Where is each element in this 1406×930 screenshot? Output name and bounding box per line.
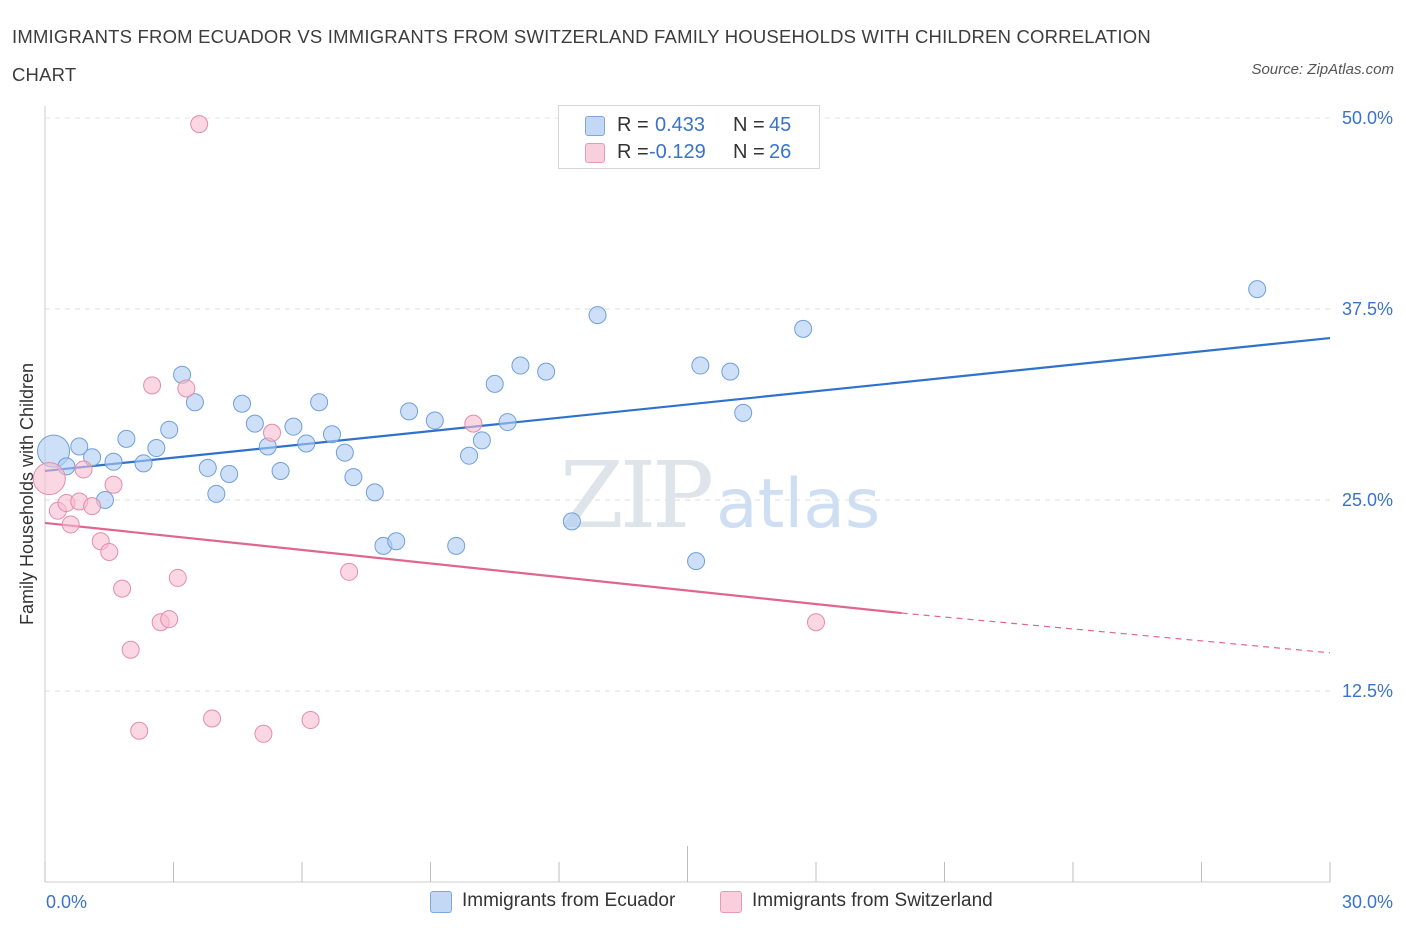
point-series-0 xyxy=(335,443,354,462)
x-tick-label: 30.0% xyxy=(1342,892,1393,912)
point-series-1 xyxy=(130,721,149,740)
point-series-0 xyxy=(271,461,290,480)
point-series-1 xyxy=(100,542,119,561)
point-series-1 xyxy=(121,640,140,659)
point-series-0 xyxy=(472,431,491,450)
point-series-0 xyxy=(498,413,517,432)
point-series-0 xyxy=(425,411,444,430)
point-series-1 xyxy=(74,460,93,479)
point-series-0 xyxy=(160,420,179,439)
point-series-0 xyxy=(691,356,710,375)
point-series-0 xyxy=(245,414,264,433)
data-points xyxy=(32,115,1267,743)
point-series-0 xyxy=(297,434,316,453)
point-series-0 xyxy=(400,402,419,421)
y-tick-label: 37.5% xyxy=(1342,299,1393,319)
point-series-1 xyxy=(807,613,825,632)
legend-row-switzerland: R = -0.129 N = 26 xyxy=(585,139,815,165)
point-series-0 xyxy=(734,403,753,422)
y-tick-label: 25.0% xyxy=(1342,490,1393,510)
point-series-1 xyxy=(168,568,187,587)
legend-n-label: N = xyxy=(733,141,765,163)
point-series-0 xyxy=(134,454,153,473)
point-series-1 xyxy=(190,115,209,134)
point-series-0 xyxy=(104,452,123,471)
legend-r-label: R = xyxy=(617,114,649,136)
point-series-1 xyxy=(83,497,102,516)
point-series-0 xyxy=(537,362,556,381)
point-series-0 xyxy=(365,483,384,502)
point-series-1 xyxy=(113,579,132,598)
point-series-1 xyxy=(301,711,320,730)
point-series-0 xyxy=(83,448,102,467)
legend-n-label: N = xyxy=(733,114,765,136)
legend-row-ecuador: R = 0.433 N = 45 xyxy=(585,112,815,138)
point-series-0 xyxy=(344,468,363,487)
watermark: ZIP atlas xyxy=(560,442,880,549)
point-series-0 xyxy=(447,536,466,555)
bottom-legend-ecuador: Immigrants from Ecuador xyxy=(430,888,700,914)
point-series-0 xyxy=(322,425,341,444)
legend-swatch-ecuador xyxy=(585,116,605,136)
trend-line-extension-1 xyxy=(901,612,1331,654)
point-series-1 xyxy=(177,379,196,398)
point-series-0 xyxy=(562,512,581,531)
point-series-0 xyxy=(1248,280,1267,299)
watermark-zip: ZIP xyxy=(560,442,711,549)
point-series-1 xyxy=(32,462,66,496)
point-series-0 xyxy=(794,319,813,338)
y-axis-label: Family Households with Children xyxy=(17,363,37,625)
legend-r-value-switzerland: -0.129 xyxy=(649,141,706,163)
trend-line-1 xyxy=(44,521,902,615)
bottom-legend-swatch-switzerland xyxy=(720,891,742,913)
axes xyxy=(44,106,1331,883)
watermark-atlas: atlas xyxy=(716,465,880,544)
point-series-0 xyxy=(460,446,479,465)
point-series-1 xyxy=(464,414,483,433)
bottom-legend-switzerland: Immigrants from Switzerland xyxy=(720,888,1020,914)
correlation-legend: R = 0.433 N = 45 R = -0.129 N = 26 xyxy=(558,105,820,169)
point-series-0 xyxy=(207,484,226,503)
point-series-1 xyxy=(160,610,179,629)
point-series-1 xyxy=(203,709,222,728)
legend-n-value-ecuador: 45 xyxy=(769,114,792,136)
bottom-legend-label-switzerland: Immigrants from Switzerland xyxy=(752,890,993,911)
point-series-0 xyxy=(721,362,740,381)
point-series-0 xyxy=(220,465,239,484)
point-series-0 xyxy=(485,374,504,393)
point-series-0 xyxy=(147,439,166,458)
point-series-1 xyxy=(254,724,273,743)
point-series-1 xyxy=(263,423,282,442)
point-series-1 xyxy=(61,515,80,534)
point-series-0 xyxy=(185,393,204,412)
y-tick-label: 50.0% xyxy=(1342,108,1393,128)
x-tick-label: 0.0% xyxy=(46,892,87,912)
legend-r-value-ecuador: 0.433 xyxy=(655,114,706,136)
point-series-0 xyxy=(70,437,89,456)
y-tick-label: 12.5% xyxy=(1342,681,1393,701)
point-series-0 xyxy=(284,417,303,436)
point-series-1 xyxy=(340,562,359,581)
point-series-1 xyxy=(143,376,162,395)
bottom-legend-label-ecuador: Immigrants from Ecuador xyxy=(462,890,676,911)
point-series-0 xyxy=(387,532,406,551)
point-series-0 xyxy=(511,356,530,375)
legend-r-label: R = xyxy=(617,141,649,163)
bottom-legend-swatch-ecuador xyxy=(430,891,452,913)
tick-labels: 12.5% 25.0% 37.5% 50.0% 0.0% 30.0% xyxy=(46,108,1393,912)
point-series-0 xyxy=(588,306,607,325)
source-label: Source: ZipAtlas.com xyxy=(1251,61,1394,78)
point-series-0 xyxy=(117,429,136,448)
legend-swatch-switzerland xyxy=(585,143,605,163)
chart-title: IMMIGRANTS FROM ECUADOR VS IMMIGRANTS FR… xyxy=(12,26,1151,85)
point-series-0 xyxy=(687,552,706,571)
point-series-0 xyxy=(310,393,329,412)
legend-n-value-switzerland: 26 xyxy=(769,141,792,163)
point-series-0 xyxy=(198,458,217,477)
point-series-0 xyxy=(233,394,252,413)
point-series-1 xyxy=(104,475,123,494)
